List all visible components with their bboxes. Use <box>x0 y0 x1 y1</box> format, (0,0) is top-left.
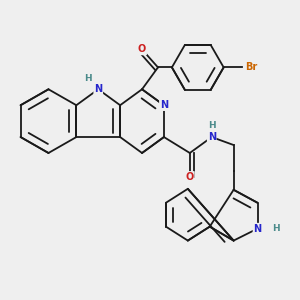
Text: H: H <box>272 224 280 233</box>
Text: H: H <box>85 74 92 83</box>
Text: N: N <box>94 84 102 94</box>
Text: H: H <box>208 121 215 130</box>
Text: Br: Br <box>246 62 258 72</box>
Text: N: N <box>254 224 262 234</box>
Text: O: O <box>186 172 194 182</box>
Text: N: N <box>208 132 216 142</box>
Text: N: N <box>160 100 168 110</box>
Text: O: O <box>138 44 146 55</box>
